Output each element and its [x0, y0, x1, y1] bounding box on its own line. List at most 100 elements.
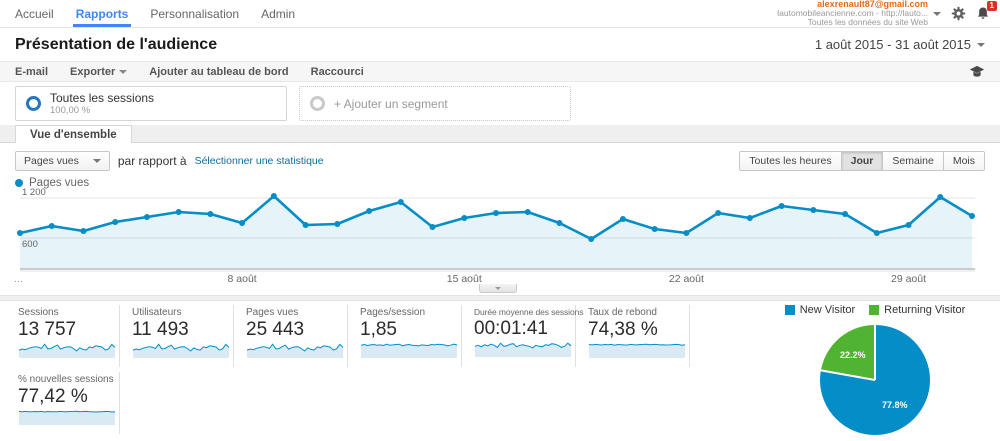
- segment-label: Toutes les sessions: [50, 90, 155, 105]
- metric-value: 11 493: [132, 319, 189, 340]
- metric-select-value: Pages vues: [24, 155, 79, 167]
- pie-value-label-new: 77.8%: [882, 400, 908, 410]
- y-axis-tick-label: 1 200: [22, 187, 46, 198]
- bell-icon: [977, 7, 989, 19]
- pie-legend-item-new-visitor: New Visitor: [784, 304, 856, 316]
- pie-slice-separator: [874, 325, 876, 380]
- account-property: lautomobileancienne.com - http://lauto..…: [777, 8, 928, 18]
- x-axis-tick-label: 15 août: [446, 273, 482, 285]
- granularity-button-mois[interactable]: Mois: [943, 151, 985, 171]
- metric-sparkline: [360, 343, 458, 358]
- metric-card-utilisateurs[interactable]: Utilisateurs 11 493: [120, 305, 234, 367]
- gear-icon: [951, 6, 966, 21]
- legend-swatch-icon: [869, 305, 880, 315]
- metric-value: 00:01:41: [474, 318, 548, 339]
- topnav-right: alexrenault87@gmail.com lautomobileancie…: [777, 0, 1000, 27]
- pageviews-line-chart: [17, 193, 975, 272]
- legend-label: Returning Visitor: [884, 304, 966, 316]
- x-axis-tick-label: 29 août: [891, 273, 927, 285]
- account-info: alexrenault87@gmail.com lautomobileancie…: [777, 0, 928, 27]
- metrics-section: Sessions 13 757 Utilisateurs 11 493 Pages vu…: [0, 301, 1000, 441]
- pie-slice-separator: [820, 369, 876, 381]
- metric-label: % nouvelles sessions: [18, 374, 114, 385]
- metric-sparkline: [18, 343, 116, 358]
- metric-card-nouvelles-sessions[interactable]: % nouvelles sessions 77,42 %: [6, 372, 120, 434]
- chevron-down-icon: [933, 11, 941, 16]
- metric-card-duree-moyenne[interactable]: Durée moyenne des sessions 00:01:41: [462, 305, 584, 367]
- nav-item-accueil[interactable]: Accueil: [15, 6, 54, 21]
- metric-sparkline: [474, 342, 572, 357]
- notification-badge: 1: [986, 1, 997, 11]
- metric-card-taux-rebond[interactable]: Taux de rebond 74,38 %: [576, 305, 690, 367]
- metric-label: Utilisateurs: [132, 307, 182, 318]
- chevron-down-icon: [92, 159, 101, 163]
- select-statistic-link[interactable]: Sélectionner une statistique: [194, 155, 324, 167]
- pageviews-chart-area: 600 1 200 8 août 15 août 22 août 29 août...: [0, 187, 1000, 297]
- metric-sparkline: [132, 343, 230, 358]
- x-axis-tick-label: 22 août: [668, 273, 704, 285]
- chart-controls: Pages vues par rapport à Sélectionner un…: [0, 143, 1000, 175]
- segment-all-sessions[interactable]: Toutes les sessions 100,00 %: [15, 86, 287, 121]
- add-to-dashboard-button[interactable]: Ajouter au tableau de bord: [149, 65, 289, 78]
- granularity-button-toutes-les-heures[interactable]: Toutes les heures: [739, 151, 842, 171]
- metric-value: 25 443: [246, 319, 305, 340]
- compare-label: par rapport à: [117, 154, 187, 168]
- chart-legend: Pages vues: [0, 175, 1000, 189]
- metric-label: Pages vues: [246, 307, 299, 318]
- metric-value: 77,42 %: [18, 386, 88, 407]
- segment-percent: 100,00 %: [50, 104, 91, 116]
- legend-label: New Visitor: [799, 304, 856, 316]
- x-axis-ellipsis-label: ...: [14, 273, 23, 285]
- email-button[interactable]: E-mail: [15, 65, 49, 78]
- metrics-row-2: % nouvelles sessions 77,42 %: [0, 372, 1000, 434]
- metric-sparkline: [246, 343, 344, 358]
- x-axis-tick-label: 8 août: [227, 273, 257, 285]
- visitor-type-block: New Visitor Returning Visitor 77.8% 22.2%: [750, 303, 1000, 435]
- report-toolbar: E-mail Exporter Ajouter au tableau de bo…: [0, 61, 1000, 82]
- metric-label: Taux de rebond: [588, 307, 657, 318]
- primary-nav: Accueil Rapports Personnalisation Admin: [0, 0, 306, 27]
- shortcut-button[interactable]: Raccourci: [310, 65, 364, 78]
- metric-card-sessions[interactable]: Sessions 13 757: [6, 305, 120, 367]
- intelligence-button[interactable]: [969, 65, 985, 78]
- granularity-button-jour[interactable]: Jour: [841, 151, 884, 171]
- pie-legend-item-returning-visitor: Returning Visitor: [869, 304, 965, 316]
- section-divider: [0, 295, 1000, 301]
- settings-button[interactable]: [951, 6, 966, 21]
- series-legend-label: Pages vues: [29, 177, 90, 189]
- metric-card-pages-vues[interactable]: Pages vues 25 443: [234, 305, 348, 367]
- metric-value: 1,85: [360, 319, 397, 340]
- graduation-cap-icon: [969, 65, 985, 77]
- date-range-selector[interactable]: 1 août 2015 - 31 août 2015: [815, 37, 985, 52]
- pie-legend: New Visitor Returning Visitor: [750, 303, 1000, 317]
- chart-collapse-handle[interactable]: [479, 284, 517, 293]
- pie-value-label-returning: 22.2%: [840, 350, 866, 360]
- export-button[interactable]: Exporter: [70, 66, 128, 78]
- page-title: Présentation de l'audience: [15, 35, 218, 53]
- metric-label: Pages/session: [360, 307, 426, 318]
- account-email: alexrenault87@gmail.com: [817, 0, 928, 9]
- y-axis-tick-label: 600: [22, 239, 38, 250]
- chevron-down-icon: [119, 69, 128, 74]
- metric-value: 13 757: [18, 319, 77, 340]
- metric-card-pages-session[interactable]: Pages/session 1,85: [348, 305, 462, 367]
- nav-item-personnalisation[interactable]: Personnalisation: [150, 6, 240, 21]
- metrics-row-1: Sessions 13 757 Utilisateurs 11 493 Pages vu…: [0, 305, 1000, 367]
- granularity-button-group: Toutes les heures Jour Semaine Mois: [739, 151, 985, 171]
- tab-overview[interactable]: Vue d'ensemble: [15, 125, 132, 143]
- nav-item-admin[interactable]: Admin: [261, 6, 296, 21]
- granularity-button-semaine[interactable]: Semaine: [883, 151, 944, 171]
- metric-sparkline: [18, 410, 116, 425]
- chevron-down-icon: [495, 286, 501, 290]
- series-color-dot: [15, 179, 23, 187]
- metric-label: Durée moyenne des sessions: [474, 307, 584, 317]
- chart-panel: Pages vues par rapport à Sélectionner un…: [0, 143, 1000, 295]
- nav-item-rapports[interactable]: Rapports: [65, 0, 140, 27]
- metric-label: Sessions: [18, 307, 59, 318]
- metric-select-dropdown[interactable]: Pages vues: [15, 151, 110, 171]
- add-segment-label: + Ajouter un segment: [334, 96, 448, 111]
- notifications-button[interactable]: 1: [976, 1, 997, 21]
- account-switcher[interactable]: alexrenault87@gmail.com lautomobileancie…: [777, 0, 941, 27]
- add-segment-button[interactable]: + Ajouter un segment: [299, 86, 571, 121]
